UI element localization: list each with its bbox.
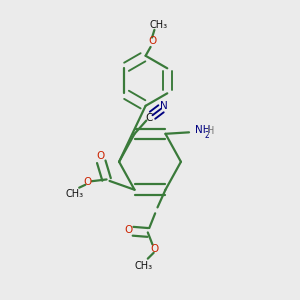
Text: CH₃: CH₃ <box>135 261 153 271</box>
Text: O: O <box>124 225 132 236</box>
Text: CH₃: CH₃ <box>149 20 168 30</box>
Text: O: O <box>150 244 158 254</box>
Text: O: O <box>97 152 105 161</box>
Text: N: N <box>160 101 168 111</box>
Text: O: O <box>83 177 92 187</box>
Text: O: O <box>148 36 157 46</box>
Text: C: C <box>145 112 152 123</box>
Text: 2: 2 <box>205 131 209 140</box>
Text: CH₃: CH₃ <box>65 190 83 200</box>
Text: NH: NH <box>196 125 211 135</box>
Text: H: H <box>207 126 214 136</box>
